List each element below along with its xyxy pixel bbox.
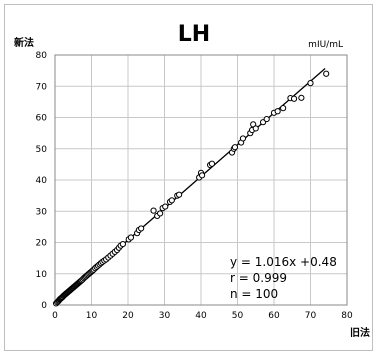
y-tick-label: 50 — [36, 145, 48, 155]
data-point — [150, 207, 157, 214]
chart-title: LH — [178, 22, 210, 47]
y-tick-label: 30 — [36, 207, 48, 217]
x-tick-label: 20 — [122, 311, 134, 321]
data-point — [119, 240, 126, 248]
data-points — [52, 70, 330, 307]
tick-labels: 0 10 20 30 40 50 60 70 80 0 10 20 30 40 50 60 70 80 — [36, 51, 353, 321]
sample-count: n = 100 — [230, 287, 278, 301]
data-point — [162, 203, 169, 210]
y-axis-label: 新法 — [14, 36, 34, 49]
data-point — [198, 172, 206, 179]
data-point — [298, 94, 305, 101]
x-tick-label: 50 — [232, 311, 244, 321]
correlation-coefficient: r = 0.999 — [230, 271, 287, 285]
data-point — [231, 144, 239, 151]
x-axis-label: 旧法 — [350, 326, 370, 339]
x-tick-label: 10 — [86, 311, 98, 321]
regression-equation: y = 1.016x +0.48 — [230, 255, 337, 269]
y-tick-label: 60 — [36, 114, 48, 124]
x-tick-label: 40 — [195, 311, 207, 321]
y-tick-label: 0 — [41, 301, 47, 311]
x-tick-label: 0 — [52, 311, 58, 321]
data-point — [280, 105, 287, 112]
y-tick-label: 80 — [36, 51, 48, 61]
data-point — [168, 197, 175, 204]
unit-label: mIU/mL — [308, 40, 343, 50]
y-tick-label: 20 — [36, 239, 48, 249]
data-point — [274, 108, 281, 115]
data-point — [127, 234, 135, 241]
data-point — [323, 70, 330, 77]
x-tick-label: 60 — [268, 311, 280, 321]
data-point — [176, 191, 183, 198]
y-tick-label: 70 — [36, 82, 48, 92]
data-point — [208, 160, 216, 167]
data-point — [157, 210, 164, 217]
data-point — [239, 135, 247, 142]
data-point — [138, 225, 145, 232]
y-tick-label: 10 — [36, 270, 48, 280]
data-point — [263, 115, 270, 123]
x-tick-label: 80 — [341, 311, 353, 321]
x-tick-label: 70 — [305, 311, 317, 321]
y-tick-label: 40 — [36, 176, 48, 186]
plot-border — [54, 54, 348, 306]
data-point — [252, 125, 259, 132]
grid-lines — [55, 55, 347, 305]
data-point — [290, 95, 298, 102]
x-tick-label: 30 — [159, 311, 171, 321]
data-point — [307, 80, 314, 87]
